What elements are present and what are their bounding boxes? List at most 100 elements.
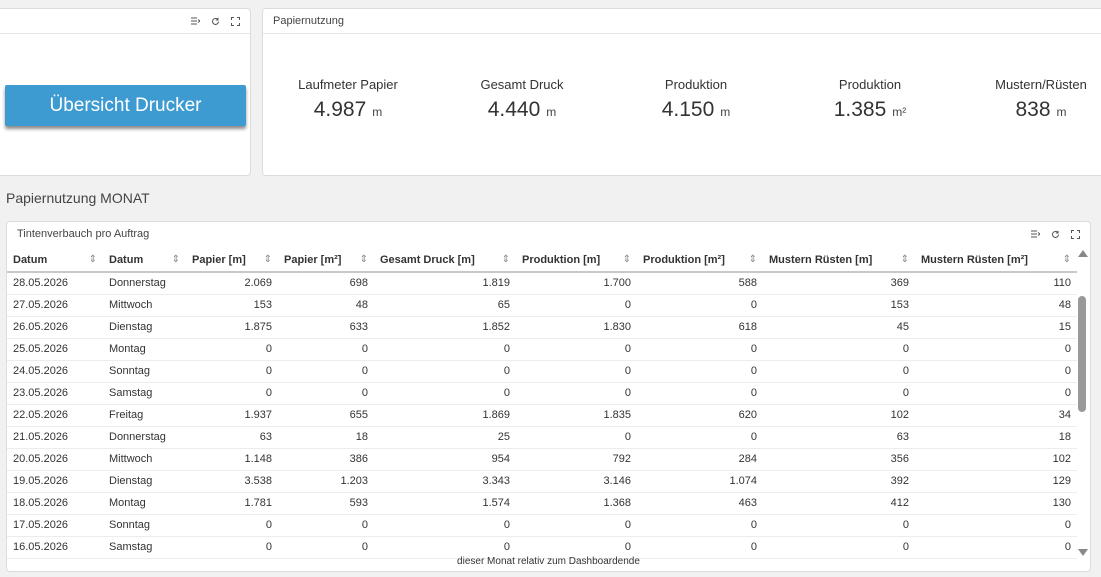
table-cell: 17.05.2026 xyxy=(7,514,103,537)
kpi-row: Laufmeter Papier 4.987 m Gesamt Druck 4.4… xyxy=(263,77,1101,137)
table-row[interactable]: 17.05.2026 Sonntag 0 0 0 0 0 0 0 xyxy=(7,514,1077,537)
table-row[interactable]: 22.05.2026 Freitag 1.937 655 1.869 1.835 620 10… xyxy=(7,404,1077,427)
column-header[interactable]: Datum ⇕ xyxy=(7,248,103,273)
table-cell: 463 xyxy=(637,492,763,515)
scroll-up-icon[interactable] xyxy=(1078,250,1088,257)
table-row[interactable]: 19.05.2026 Dienstag 3.538 1.203 3.343 3.146 1.… xyxy=(7,470,1077,493)
table-cell: 21.05.2026 xyxy=(7,426,103,449)
kpi-unit: m xyxy=(546,105,557,119)
table-cell: 0 xyxy=(637,536,763,559)
kpi-unit: m xyxy=(1056,105,1067,119)
table-cell: Montag xyxy=(103,492,186,515)
table-cell: 1.875 xyxy=(186,316,278,339)
menu-icon[interactable] xyxy=(1031,230,1040,238)
table-cell: 0 xyxy=(186,360,278,383)
table-row[interactable]: 25.05.2026 Montag 0 0 0 0 0 0 0 xyxy=(7,338,1077,361)
footer-note: dieser Monat relativ zum Dashboardende xyxy=(457,556,640,567)
table-cell: Sonntag xyxy=(103,514,186,537)
column-header[interactable]: Datum ⇕ xyxy=(103,248,186,273)
table-cell: 0 xyxy=(374,338,516,361)
table-row[interactable]: 16.05.2026 Samstag 0 0 0 0 0 0 0 xyxy=(7,536,1077,559)
table-row[interactable]: 23.05.2026 Samstag 0 0 0 0 0 0 0 xyxy=(7,382,1077,405)
table-cell: 0 xyxy=(278,338,374,361)
table-cell: 18 xyxy=(278,426,374,449)
column-header[interactable]: Papier [m²] ⇕ xyxy=(278,248,374,273)
table-cell: 0 xyxy=(637,514,763,537)
table-cell: Samstag xyxy=(103,536,186,559)
kpi-value: 4.987 xyxy=(313,98,367,121)
column-header[interactable]: Produktion [m²] ⇕ xyxy=(637,248,763,273)
table-row[interactable]: 18.05.2026 Montag 1.781 593 1.574 1.368 463 412… xyxy=(7,492,1077,515)
table-cell: 3.146 xyxy=(516,470,637,493)
table-row[interactable]: 24.05.2026 Sonntag 0 0 0 0 0 0 0 xyxy=(7,360,1077,383)
table-cell: 386 xyxy=(278,448,374,471)
column-header[interactable]: Papier [m] ⇕ xyxy=(186,248,278,273)
table-cell: 48 xyxy=(278,294,374,317)
fullscreen-icon[interactable] xyxy=(231,16,240,26)
sort-icon: ⇕ xyxy=(1062,253,1071,265)
column-header[interactable]: Mustern Rüsten [m²] ⇕ xyxy=(915,248,1077,273)
kpi-unit: m xyxy=(372,105,383,119)
table-cell: 0 xyxy=(763,338,915,361)
column-header[interactable]: Mustern Rüsten [m] ⇕ xyxy=(763,248,915,273)
refresh-icon[interactable] xyxy=(211,17,220,26)
kpi-unit: m xyxy=(720,105,731,119)
table-cell: 792 xyxy=(516,448,637,471)
table-cell: 0 xyxy=(637,294,763,317)
table-cell: 1.700 xyxy=(516,272,637,295)
table-cell: 0 xyxy=(763,382,915,405)
table-row[interactable]: 20.05.2026 Mittwoch 1.148 386 954 792 284 356 10… xyxy=(7,448,1077,471)
table-cell: 0 xyxy=(374,514,516,537)
kpi-label: Laufmeter Papier xyxy=(298,77,398,92)
table-cell: 0 xyxy=(637,338,763,361)
panel-header xyxy=(0,9,250,34)
table-cell: 0 xyxy=(516,360,637,383)
table-cell: Mittwoch xyxy=(103,294,186,317)
table-cell: 25.05.2026 xyxy=(7,338,103,361)
column-header[interactable]: Gesamt Druck [m] ⇕ xyxy=(374,248,516,273)
kpi-value: 1.385 xyxy=(833,98,887,121)
data-table: Datum ⇕ Datum ⇕ Papier [m] ⇕ Papier [m²] ⇕ G… xyxy=(7,248,1077,559)
fullscreen-icon[interactable] xyxy=(1071,229,1080,239)
table-cell: 26.05.2026 xyxy=(7,316,103,339)
kpi-value: 4.150 xyxy=(661,98,715,121)
sort-icon: ⇕ xyxy=(748,253,757,265)
table-cell: 0 xyxy=(516,338,637,361)
table-cell: 633 xyxy=(278,316,374,339)
table-cell: 23.05.2026 xyxy=(7,382,103,405)
scrollbar-thumb[interactable] xyxy=(1078,296,1086,412)
kpi-value: 838 xyxy=(1015,98,1051,121)
table-cell: 16.05.2026 xyxy=(7,536,103,559)
table-cell: 369 xyxy=(763,272,915,295)
table-cell: 0 xyxy=(763,360,915,383)
table-cell: 28.05.2026 xyxy=(7,272,103,295)
table-cell: Sonntag xyxy=(103,360,186,383)
table-cell: 1.819 xyxy=(374,272,516,295)
table-row[interactable]: 26.05.2026 Dienstag 1.875 633 1.852 1.830 618 4… xyxy=(7,316,1077,339)
table-cell: Donnerstag xyxy=(103,426,186,449)
table-cell: 954 xyxy=(374,448,516,471)
kpi-label: Produktion xyxy=(838,77,902,92)
table-cell: 25 xyxy=(374,426,516,449)
table-cell: 0 xyxy=(516,536,637,559)
refresh-icon[interactable] xyxy=(1051,230,1060,239)
menu-icon[interactable] xyxy=(191,17,200,25)
scroll-down-icon[interactable] xyxy=(1078,549,1088,556)
vertical-scrollbar[interactable] xyxy=(1078,250,1088,556)
table-cell: Dienstag xyxy=(103,316,186,339)
table-row[interactable]: 28.05.2026 Donnerstag 2.069 698 1.819 1.700 58… xyxy=(7,272,1077,295)
panel-title: Tintenverbauch pro Auftrag xyxy=(17,228,150,240)
table-row[interactable]: 21.05.2026 Donnerstag 63 18 25 0 0 63 18 xyxy=(7,426,1077,449)
table-cell: 63 xyxy=(186,426,278,449)
table-cell: 153 xyxy=(186,294,278,317)
column-header[interactable]: Produktion [m] ⇕ xyxy=(516,248,637,273)
table-cell: 356 xyxy=(763,448,915,471)
table-cell: 1.203 xyxy=(278,470,374,493)
table-cell: 284 xyxy=(637,448,763,471)
table-row[interactable]: 27.05.2026 Mittwoch 153 48 65 0 0 153 48 xyxy=(7,294,1077,317)
table-cell: 0 xyxy=(278,536,374,559)
table-cell: 0 xyxy=(915,360,1077,383)
table-cell: 698 xyxy=(278,272,374,295)
sort-icon: ⇕ xyxy=(622,253,631,265)
printer-overview-button[interactable]: Übersicht Drucker xyxy=(5,85,246,126)
